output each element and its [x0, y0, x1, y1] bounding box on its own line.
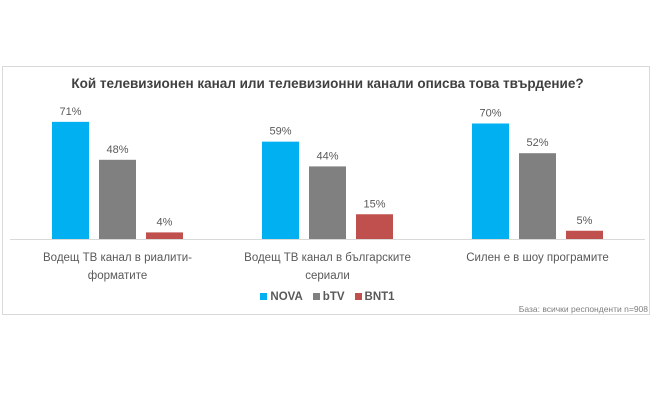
category-label: Водещ ТВ канал в българските	[244, 252, 411, 264]
category-label: Водещ ТВ канал в риалити-	[43, 252, 192, 264]
bar-bnt1	[146, 232, 183, 239]
legend-label: bTV	[322, 291, 345, 303]
bar-nova	[472, 123, 509, 239]
bar-nova	[262, 141, 299, 239]
data-label: 70%	[479, 108, 501, 120]
legend-item-btv: bTV	[312, 291, 345, 303]
legend-swatch	[354, 293, 362, 300]
category-label: сериали	[305, 270, 350, 282]
chart-title: Кой телевизионен канал или телевизионни …	[71, 76, 584, 91]
base-note: База: всички респонденти n=908	[518, 304, 648, 314]
data-label: 15%	[363, 198, 385, 210]
category-label: Силен е в шоу програмите	[466, 252, 609, 264]
legend-label: NOVA	[270, 291, 303, 303]
data-label: 71%	[59, 106, 81, 118]
legend-label: BNT1	[364, 291, 395, 303]
legend-item-bnt1: BNT1	[354, 291, 395, 303]
category-label: форматите	[88, 270, 148, 282]
bar-nova	[52, 121, 89, 239]
legend: NOVA bTV BNT1	[0, 291, 655, 303]
chart-frame	[2, 66, 650, 315]
legend-swatch	[312, 293, 320, 300]
legend-swatch	[260, 293, 268, 300]
data-label: 44%	[316, 150, 338, 162]
bar-btv	[309, 166, 346, 239]
data-label: 52%	[526, 137, 548, 149]
data-label: 5%	[577, 215, 593, 227]
bar-bnt1	[356, 214, 393, 239]
legend-item-nova: NOVA	[260, 291, 303, 303]
bar-bnt1	[566, 230, 603, 239]
bar-btv	[99, 159, 136, 239]
data-label: 59%	[269, 126, 291, 138]
bar-btv	[519, 153, 556, 239]
data-label: 48%	[106, 144, 128, 156]
data-label: 4%	[157, 216, 173, 228]
